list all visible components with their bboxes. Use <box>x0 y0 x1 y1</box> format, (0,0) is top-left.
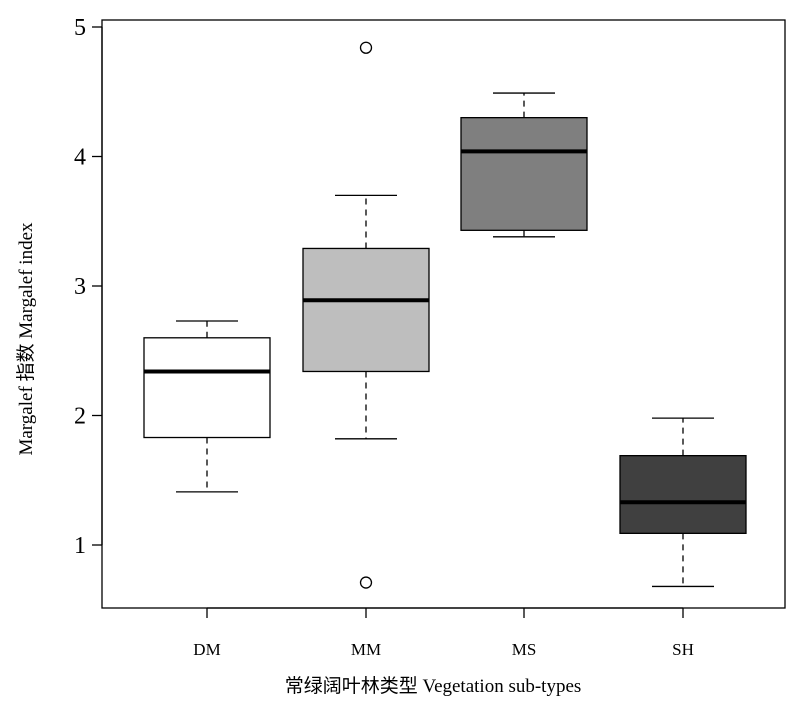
iqr-box <box>619 454 747 534</box>
x-tick-label: MS <box>512 640 537 659</box>
box-mm <box>302 41 430 589</box>
outlier-point <box>359 576 373 589</box>
y-tick-label: 2 <box>74 404 86 430</box>
y-axis-title: Margalef 指数 Margalef index <box>15 222 37 456</box>
box-ms <box>460 92 588 238</box>
y-tick-label: 5 <box>74 15 86 41</box>
x-tick-label: SH <box>672 640 694 659</box>
x-tick-label: MM <box>351 640 381 659</box>
iqr-box <box>302 247 430 373</box>
box-dm <box>143 320 271 493</box>
y-tick-label: 1 <box>74 533 86 559</box>
boxes-layer <box>143 41 747 589</box>
y-axis: 1 2 3 4 5 <box>74 15 103 559</box>
y-tick-label: 4 <box>74 145 86 171</box>
y-tick-label: 3 <box>74 274 86 300</box>
outlier-point <box>359 41 373 54</box>
x-axis: DM MM MS SH <box>193 607 694 659</box>
x-tick-label: DM <box>193 640 220 659</box>
x-axis-title: 常绿阔叶林类型 Vegetation sub-types <box>285 675 582 697</box>
iqr-box <box>460 117 588 231</box>
iqr-box <box>143 337 271 439</box>
box-sh <box>619 417 747 588</box>
